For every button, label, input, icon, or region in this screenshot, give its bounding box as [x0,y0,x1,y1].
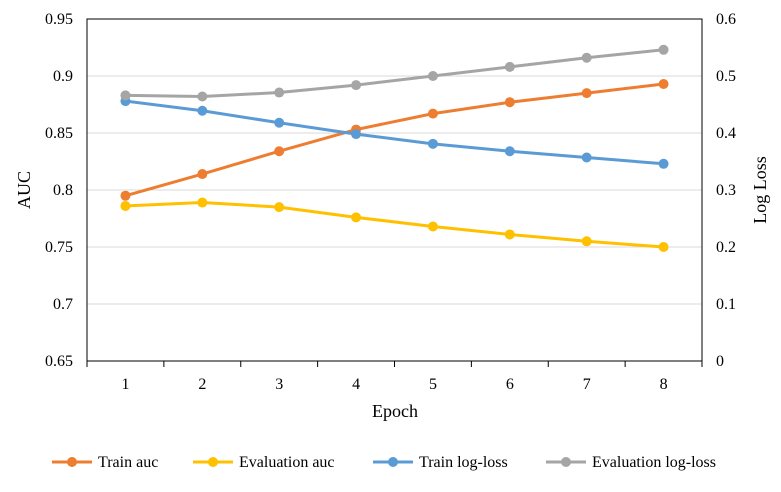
series-line [125,99,664,166]
x-tick-label: 1 [121,376,129,393]
data-point [427,108,438,119]
series-line [125,201,664,249]
data-point [427,221,438,232]
series-line [125,48,664,99]
data-point [197,105,208,116]
axes [86,18,703,367]
legend-label: Train auc [98,454,158,471]
data-point [197,169,208,180]
x-tick-label: 6 [506,376,514,393]
legend-label: Evaluation auc [239,454,335,471]
data-point [274,117,285,128]
data-point [351,80,362,91]
data-point [581,236,592,247]
legend-label: Train log-loss [419,454,508,471]
data-point [120,200,131,211]
data-point [581,52,592,63]
data-point [274,202,285,213]
legend-label: Evaluation log-loss [592,454,716,471]
legend-marker [208,457,218,467]
data-point [504,146,515,157]
data-point [274,146,285,157]
data-point [581,152,592,163]
legend-marker [67,457,77,467]
x-axis-title: Epoch [372,401,418,421]
left-y-tick-label: 0.7 [53,296,73,313]
data-point [351,212,362,223]
left-y-tick-label: 0.75 [45,239,73,256]
right-y-tick-label: 0 [716,353,724,370]
x-tick-label: 5 [429,376,437,393]
series-line [125,82,664,198]
left-y-tick-label: 0.8 [53,182,73,199]
legend: Train auc Evaluation auc Train log-loss Eva… [52,454,716,471]
x-tick-label: 2 [198,376,206,393]
right-y-tick-label: 0.2 [716,239,736,256]
data-point [504,97,515,108]
grid-lines [87,18,702,305]
legend-marker [561,457,571,467]
right-y-axis-title: Log Loss [750,156,770,224]
data-point [427,138,438,149]
right-y-tick-label: 0.6 [716,11,736,28]
x-tick-label: 7 [583,376,591,393]
data-point [351,129,362,140]
data-point [658,44,669,55]
right-y-tick-label: 0.5 [716,68,736,85]
legend-marker [388,457,398,467]
legend-entry: Train auc [52,454,158,471]
data-point [504,229,515,240]
data-point [504,61,515,72]
legend-entry: Train log-loss [373,454,508,471]
left-y-tick-label: 0.85 [45,125,73,142]
data-point [427,71,438,81]
right-y-tick-label: 0.3 [716,182,736,199]
data-point [120,90,131,101]
x-tick-label: 3 [275,376,283,393]
data-point [120,190,131,201]
legend-entry: Evaluation log-loss [546,454,716,471]
data-point [581,88,592,99]
right-y-tick-label: 0.1 [716,296,736,313]
tick-labels: 0.650.70.750.80.850.90.9500.10.20.30.40.… [45,11,736,393]
right-y-tick-label: 0.4 [716,125,736,142]
left-y-axis-title: AUC [14,171,34,209]
data-point [658,158,669,169]
x-tick-label: 4 [352,376,360,393]
data-point [197,91,208,102]
x-tick-label: 8 [660,376,668,393]
left-y-tick-label: 0.65 [45,353,73,370]
left-y-tick-label: 0.95 [45,11,73,28]
legend-entry: Evaluation auc [193,454,335,471]
data-point [274,87,285,98]
series-lines [120,44,669,252]
data-point [658,78,669,89]
data-point [197,197,208,208]
data-point [658,242,669,252]
left-y-tick-label: 0.9 [53,68,73,85]
